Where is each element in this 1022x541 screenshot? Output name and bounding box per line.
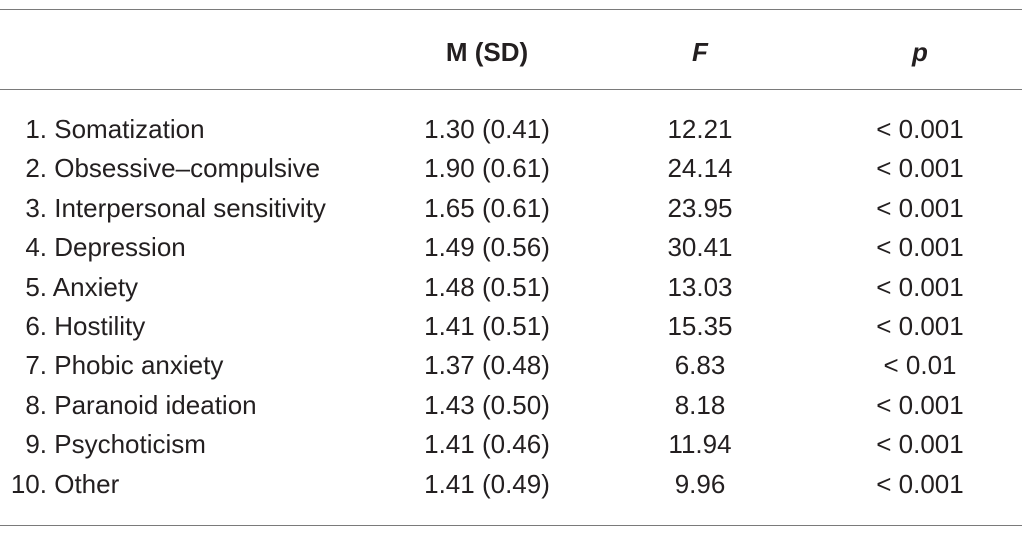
table-row: 7. Phobic anxiety 1.37 (0.48) 6.83 < 0.0… xyxy=(0,346,1022,385)
row-label-text: Somatization xyxy=(54,114,205,144)
row-number: 10. xyxy=(10,468,47,499)
table-row: 9. Psychoticism 1.41 (0.46) 11.94 < 0.00… xyxy=(0,425,1022,464)
row-number: 2. xyxy=(25,153,47,184)
cell-msd: 1.43 (0.50) xyxy=(424,389,550,420)
table-row: 3. Interpersonal sensitivity 1.65 (0.61)… xyxy=(0,189,1022,228)
row-number: 9. xyxy=(25,429,47,460)
table-row: 6. Hostility 1.41 (0.51) 15.35 < 0.001 xyxy=(0,307,1022,346)
row-label: 5. Anxiety xyxy=(0,268,380,307)
cell-p: < 0.001 xyxy=(876,429,964,460)
cell-f: 6.83 xyxy=(674,350,726,381)
table-row: 8. Paranoid ideation 1.43 (0.50) 8.18 < … xyxy=(0,386,1022,425)
table-bottom-rule xyxy=(0,525,1022,526)
row-label: 6. Hostility xyxy=(0,307,380,346)
cell-f: 15.35 xyxy=(667,310,733,341)
cell-p: < 0.01 xyxy=(883,350,957,381)
cell-p: < 0.001 xyxy=(876,114,964,144)
cell-msd: 1.48 (0.51) xyxy=(424,271,550,302)
row-label-text: Other xyxy=(54,468,120,499)
row-number: 5. xyxy=(25,271,47,302)
row-label-text: Depression xyxy=(54,232,186,263)
row-number: 1. xyxy=(25,114,47,144)
cell-p: < 0.001 xyxy=(876,153,964,184)
table-body: 1. Somatization 1.30 (0.41) 12.21 < 0.00… xyxy=(0,110,1022,504)
cell-p: < 0.001 xyxy=(876,389,964,420)
row-number: 6. xyxy=(25,310,47,341)
cell-f: 24.14 xyxy=(667,153,733,184)
header-f: F xyxy=(692,37,708,67)
cell-p: < 0.001 xyxy=(876,468,964,499)
cell-p: < 0.001 xyxy=(876,271,964,302)
row-label-text: Paranoid ideation xyxy=(54,389,257,420)
cell-f: 13.03 xyxy=(667,271,733,302)
table-row: 2. Obsessive–compulsive 1.90 (0.61) 24.1… xyxy=(0,149,1022,188)
table-row: 4. Depression 1.49 (0.56) 30.41 < 0.001 xyxy=(0,228,1022,267)
row-label: 1. Somatization xyxy=(0,110,380,149)
row-label: 9. Psychoticism xyxy=(0,425,380,464)
cell-f: 8.18 xyxy=(674,389,726,420)
cell-p: < 0.001 xyxy=(876,192,964,223)
cell-msd: 1.49 (0.56) xyxy=(424,232,550,263)
row-label-text: Phobic anxiety xyxy=(54,350,224,381)
row-number: 7. xyxy=(25,350,47,381)
row-label-text: Interpersonal sensitivity xyxy=(54,192,326,223)
header-p: p xyxy=(912,37,928,67)
header-msd: M (SD) xyxy=(445,37,529,67)
row-label: 7. Phobic anxiety xyxy=(0,346,380,385)
row-label-text: Hostility xyxy=(54,310,146,341)
table-top-rule xyxy=(0,9,1022,10)
row-label: 8. Paranoid ideation xyxy=(0,386,380,425)
row-number: 4. xyxy=(25,232,47,263)
cell-msd: 1.90 (0.61) xyxy=(424,153,550,184)
table-row: 10. Other 1.41 (0.49) 9.96 < 0.001 xyxy=(0,465,1022,504)
cell-msd: 1.41 (0.46) xyxy=(424,429,550,460)
table-row: 5. Anxiety 1.48 (0.51) 13.03 < 0.001 xyxy=(0,268,1022,307)
row-label-text: Anxiety xyxy=(52,271,139,302)
cell-f: 9.96 xyxy=(674,468,726,499)
row-number: 8. xyxy=(25,389,47,420)
row-label: 3. Interpersonal sensitivity xyxy=(0,189,380,228)
cell-f: 12.21 xyxy=(667,114,733,144)
row-label: 2. Obsessive–compulsive xyxy=(0,149,380,188)
table-header-rule xyxy=(0,89,1022,90)
cell-p: < 0.001 xyxy=(876,232,964,263)
row-label: 4. Depression xyxy=(0,228,380,267)
cell-f: 23.95 xyxy=(667,192,733,223)
cell-msd: 1.30 (0.41) xyxy=(424,114,550,144)
row-label-text: Obsessive–compulsive xyxy=(54,153,321,184)
table-header: M (SD) F p xyxy=(0,30,1022,74)
cell-msd: 1.65 (0.61) xyxy=(424,192,550,223)
cell-msd: 1.37 (0.48) xyxy=(424,350,550,381)
row-label-text: Psychoticism xyxy=(54,429,206,460)
cell-p: < 0.001 xyxy=(876,310,964,341)
row-number: 3. xyxy=(25,192,47,223)
row-label: 10. Other xyxy=(0,465,380,504)
cell-msd: 1.41 (0.49) xyxy=(424,468,550,499)
cell-f: 30.41 xyxy=(667,232,733,263)
table-row: 1. Somatization 1.30 (0.41) 12.21 < 0.00… xyxy=(0,110,1022,149)
cell-msd: 1.41 (0.51) xyxy=(424,310,550,341)
cell-f: 11.94 xyxy=(668,429,732,460)
